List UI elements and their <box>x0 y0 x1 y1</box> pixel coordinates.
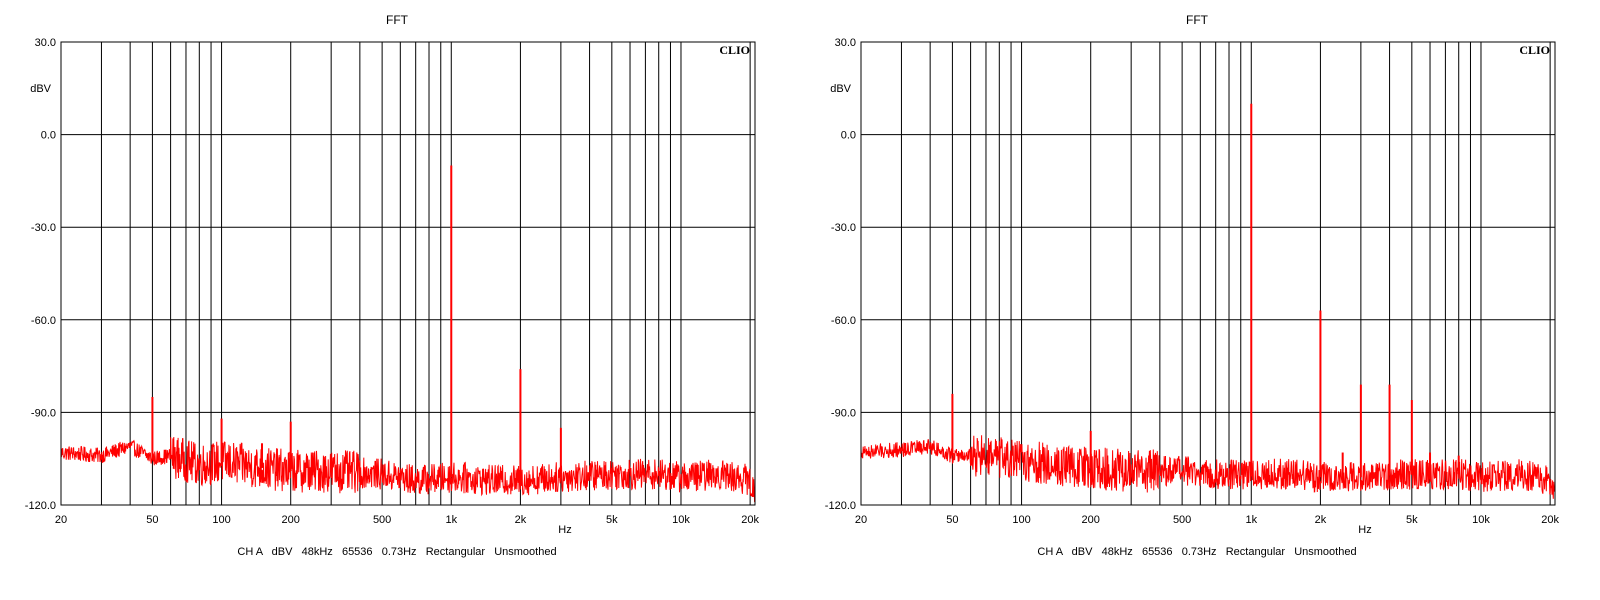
clio-logo: CLIO <box>1519 43 1550 57</box>
y-tick-label: -90.0 <box>831 407 856 419</box>
grid <box>61 41 755 506</box>
y-tick-label: 0.0 <box>41 130 56 142</box>
noise-floor-path <box>860 435 1556 499</box>
x-axis-unit: Hz <box>1358 524 1371 536</box>
y-tick-label: 30.0 <box>35 37 56 49</box>
noise-trace <box>860 435 1556 499</box>
plot-frame <box>860 41 1556 506</box>
noise-floor-path <box>60 436 756 503</box>
fft-chart-left: FFT 30.0 0.0 -30.0 -60.0 -90.0 -120.0 20 50 100… <box>25 13 760 558</box>
y-axis-unit: dBV <box>30 83 51 95</box>
y-tick-labels: 30.0 0.0 -30.0 -60.0 -90.0 -120.0 <box>25 37 56 512</box>
x-tick-labels: 20 50 100 200 500 1k 2k 5k 10k 20k <box>855 514 1560 526</box>
x-tick-label: 10k <box>1472 514 1490 526</box>
grid <box>861 41 1555 506</box>
fft-chart-svg: FFT 30.0 0.0 -30.0 -60.0 -90.0 -120.0 20 50 100… <box>25 13 760 558</box>
x-tick-label: 200 <box>282 514 300 526</box>
plot-frame <box>60 41 756 506</box>
x-tick-label: 1k <box>445 514 457 526</box>
x-tick-label: 500 <box>373 514 391 526</box>
x-axis-unit: Hz <box>558 524 571 536</box>
spike-layer <box>151 165 562 481</box>
chart-title: FFT <box>1186 13 1209 27</box>
x-tick-label: 20 <box>55 514 67 526</box>
x-tick-label: 5k <box>1406 514 1418 526</box>
x-tick-label: 50 <box>146 514 158 526</box>
y-tick-label: -60.0 <box>31 315 56 327</box>
x-tick-label: 100 <box>212 514 230 526</box>
fft-chart-svg: FFT 30.0 0.0 -30.0 -60.0 -90.0 -120.0 20 50 100… <box>825 13 1560 558</box>
y-tick-label: 30.0 <box>835 37 856 49</box>
x-tick-label: 20 <box>855 514 867 526</box>
x-tick-label: 1k <box>1245 514 1257 526</box>
chart-title: FFT <box>386 13 409 27</box>
measurement-settings: CH A dBV 48kHz 65536 0.73Hz Rectangular … <box>1037 546 1356 558</box>
x-tick-label: 2k <box>1315 514 1327 526</box>
x-tick-label: 10k <box>672 514 690 526</box>
x-tick-label: 50 <box>946 514 958 526</box>
y-tick-labels: 30.0 0.0 -30.0 -60.0 -90.0 -120.0 <box>825 37 856 512</box>
spike-layer <box>951 103 1460 478</box>
x-tick-label: 20k <box>741 514 759 526</box>
y-tick-label: -120.0 <box>25 500 56 512</box>
fft-chart-right: FFT 30.0 0.0 -30.0 -60.0 -90.0 -120.0 20 50 100… <box>800 0 1600 600</box>
x-tick-labels: 20 50 100 200 500 1k 2k 5k 10k 20k <box>55 514 760 526</box>
measurement-settings: CH A dBV 48kHz 65536 0.73Hz Rectangular … <box>237 546 556 558</box>
x-tick-label: 100 <box>1012 514 1030 526</box>
clio-logo: CLIO <box>719 43 750 57</box>
y-axis-unit: dBV <box>830 83 851 95</box>
y-tick-label: 0.0 <box>841 130 856 142</box>
y-tick-label: -30.0 <box>31 222 56 234</box>
x-tick-label: 20k <box>1541 514 1559 526</box>
x-tick-label: 500 <box>1173 514 1191 526</box>
x-tick-label: 5k <box>606 514 618 526</box>
y-tick-label: -60.0 <box>831 315 856 327</box>
y-tick-label: -120.0 <box>825 500 856 512</box>
x-tick-label: 2k <box>515 514 527 526</box>
x-tick-label: 200 <box>1082 514 1100 526</box>
noise-trace <box>60 436 756 503</box>
y-tick-label: -30.0 <box>831 222 856 234</box>
y-tick-label: -90.0 <box>31 407 56 419</box>
